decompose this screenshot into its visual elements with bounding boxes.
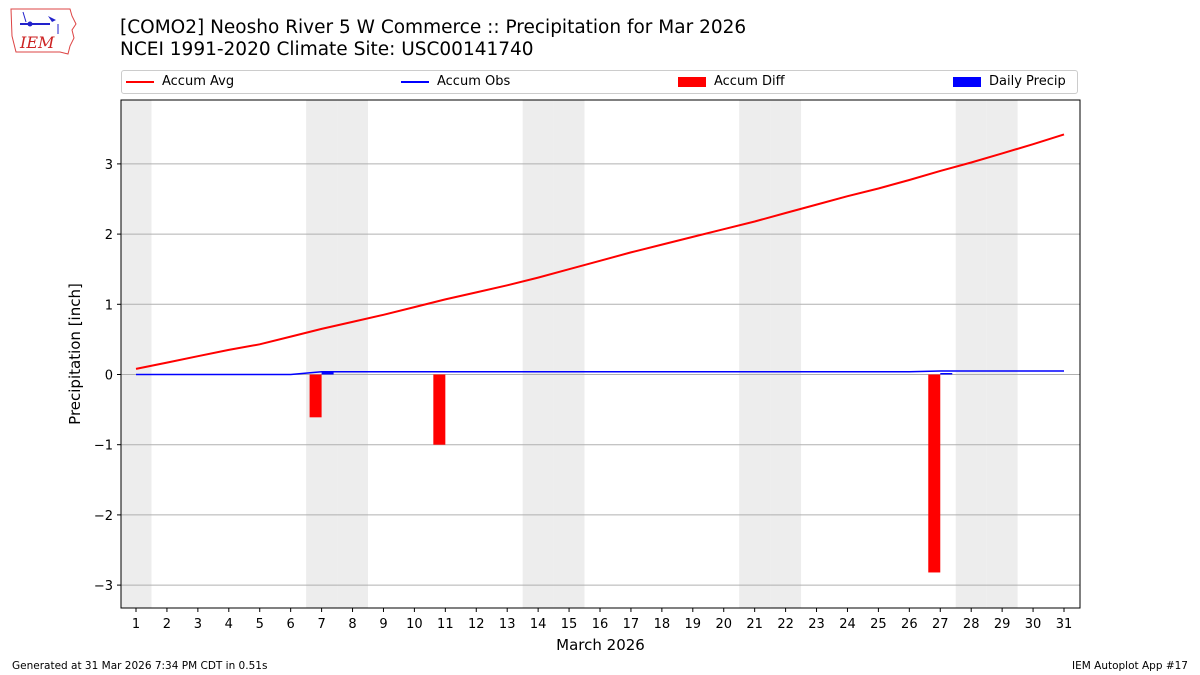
iowa-map-icon: IEM <box>10 8 77 55</box>
legend: Accum Avg Accum Obs Accum Diff Daily Pre… <box>121 70 1078 94</box>
generated-timestamp: Generated at 31 Mar 2026 7:34 PM CDT in … <box>12 660 268 672</box>
x-tick-label: 30 <box>1025 617 1042 632</box>
y-axis-label: Precipitation [inch] <box>66 283 84 425</box>
y-tick-label: 1 <box>105 298 113 313</box>
weekend-shade <box>121 100 152 608</box>
x-tick-label: 3 <box>194 617 202 632</box>
x-tick-label: 8 <box>348 617 356 632</box>
x-tick-label: 10 <box>406 617 423 632</box>
title-line-1: [COMO2] Neosho River 5 W Commerce :: Pre… <box>120 17 747 38</box>
daily-precip-bar <box>321 371 334 375</box>
x-tick-label: 31 <box>1056 617 1073 632</box>
iem-logo: IEM <box>8 6 80 58</box>
svg-text:IEM: IEM <box>19 33 55 52</box>
blue-line-swatch-icon <box>401 80 429 83</box>
y-tick-label: 3 <box>105 158 113 173</box>
accum-obs-line <box>136 370 1064 376</box>
x-tick-label: 19 <box>685 617 702 632</box>
x-tick-label: 17 <box>623 617 640 632</box>
x-tick-label: 5 <box>256 617 264 632</box>
x-tick-label: 26 <box>901 617 918 632</box>
x-tick-label: 27 <box>932 617 949 632</box>
x-tick-label: 29 <box>994 617 1011 632</box>
weekend-shade <box>986 100 1018 608</box>
x-tick-label: 22 <box>777 617 794 632</box>
x-tick-label: 6 <box>287 617 295 632</box>
x-tick-label: 12 <box>468 617 485 632</box>
x-tick-label: 1 <box>132 617 140 632</box>
y-tick-label: 0 <box>105 369 113 384</box>
legend-item-accum-avg: Accum Avg <box>126 74 234 89</box>
x-tick-label: 15 <box>561 617 578 632</box>
blue-patch-swatch-icon <box>953 76 981 87</box>
weekend-shade <box>553 100 585 608</box>
x-axis-label: March 2026 <box>556 636 645 654</box>
weekend-shade <box>739 100 771 608</box>
title-line-2: NCEI 1991-2020 Climate Site: USC00141740 <box>120 39 534 60</box>
y-tick-label: −1 <box>94 439 113 454</box>
x-tick-label: 24 <box>839 617 856 632</box>
x-tick-label: 11 <box>437 617 454 632</box>
app-credit: IEM Autoplot App #17 <box>1072 660 1188 672</box>
red-patch-swatch-icon <box>678 76 706 87</box>
accum-diff-bar <box>309 374 322 418</box>
x-tick-label: 28 <box>963 617 980 632</box>
x-tick-label: 21 <box>746 617 763 632</box>
legend-item-accum-diff: Accum Diff <box>678 74 785 89</box>
x-tick-label: 25 <box>870 617 887 632</box>
weekend-shade <box>522 100 554 608</box>
weekend-shade <box>955 100 987 608</box>
x-tick-label: 2 <box>163 617 171 632</box>
chart-title: [COMO2] Neosho River 5 W Commerce :: Pre… <box>120 17 746 61</box>
y-tick-label: 2 <box>105 228 113 243</box>
x-tick-label: 13 <box>499 617 516 632</box>
x-tick-label: 4 <box>225 617 233 632</box>
legend-item-accum-obs: Accum Obs <box>401 74 510 89</box>
x-tick-label: 7 <box>317 617 325 632</box>
weekend-shade <box>306 100 338 608</box>
y-tick-label: −2 <box>94 509 113 524</box>
daily-precip-bar <box>940 373 953 375</box>
x-tick-label: 16 <box>592 617 609 632</box>
x-tick-label: 20 <box>715 617 732 632</box>
accum-avg-line <box>135 133 1065 370</box>
legend-item-daily-precip: Daily Precip <box>953 74 1066 89</box>
x-tick-label: 18 <box>654 617 671 632</box>
x-tick-label: 9 <box>379 617 387 632</box>
weekend-shade <box>337 100 368 608</box>
y-tick-label: −3 <box>94 579 113 594</box>
accum-diff-bar <box>433 374 446 445</box>
x-tick-label: 23 <box>808 617 825 632</box>
red-line-swatch-icon <box>126 80 154 83</box>
x-tick-label: 14 <box>530 617 547 632</box>
weekend-shade <box>770 100 802 608</box>
accum-diff-bar <box>928 374 941 573</box>
